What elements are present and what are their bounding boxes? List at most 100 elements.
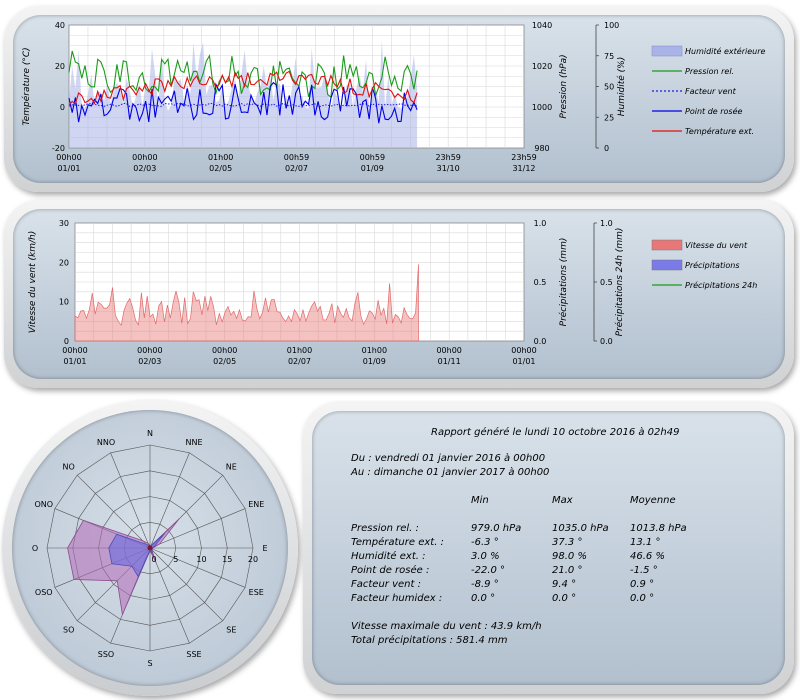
- y-left-tick-label: 0: [64, 337, 69, 346]
- legend-label: Précipitations: [685, 260, 740, 270]
- x-tick-date-label: 31/12: [512, 164, 535, 173]
- rose-spoke: [149, 508, 246, 549]
- rose-direction-label: S: [147, 659, 152, 668]
- rose-direction-label: NNO: [97, 438, 115, 447]
- rose-direction-label: SSO: [98, 650, 114, 659]
- x-tick-date-label: 31/10: [437, 164, 460, 173]
- x-tick-date-label: 01/01: [63, 357, 86, 366]
- report-row-min: 979.0 hPa: [471, 523, 522, 534]
- report-row-min: 3.0 %: [471, 551, 500, 562]
- legend-label: Humidité extérieure: [685, 46, 766, 56]
- y-left-tick-label: 30: [59, 219, 69, 228]
- y-right1-tick-label: 1040: [532, 21, 552, 30]
- report-row-min: -22.0 °: [471, 565, 506, 576]
- report-title: Rapport généré le lundi 10 octobre 2016 …: [431, 427, 680, 438]
- report-row-label: Pression rel. :: [351, 523, 419, 534]
- legend-label: Facteur vent: [685, 87, 737, 96]
- report-from: Du : vendredi 01 janvier 2016 à 00h00: [351, 453, 546, 464]
- rose-direction-label: NE: [226, 463, 237, 472]
- y-right2-tick-label: 50: [604, 83, 614, 92]
- x-tick-time-label: 00h00: [137, 346, 162, 355]
- report-row-max: 1035.0 hPa: [552, 523, 609, 534]
- y-left-tick-label: 0: [60, 103, 65, 112]
- x-tick-date-label: 01/01: [57, 164, 80, 173]
- wind-rose-inner: N NNE NE ENE E ESE SE SSE S SSO SO OSO O ONO NO NNO 0 5 10…: [12, 410, 288, 686]
- x-tick-time-label: 00h00: [62, 346, 87, 355]
- x-tick-date-label: 01/11: [438, 357, 461, 366]
- y-right2-tick-label: 0.5: [600, 278, 613, 287]
- x-tick-time-label: 00h59: [284, 153, 309, 162]
- x-tick-date-label: 02/05: [209, 164, 232, 173]
- report-total-rain: Total précipitations : 581.4 mm: [351, 635, 508, 646]
- rose-radial-tick-label: 15: [222, 555, 232, 564]
- report-max-wind: Vitesse maximale du vent : 43.9 km/h: [351, 621, 542, 632]
- report-row-max: 37.3 °: [552, 537, 583, 548]
- rose-direction-label: ENE: [248, 500, 264, 509]
- wind-rose-chart: N NNE NE ENE E ESE SE SSE S SSO SO OSO O ONO NO NNO 0 5 10…: [32, 429, 268, 668]
- rose-radial-tick-label: 20: [248, 555, 258, 564]
- report-row-avg: 13.1 °: [630, 537, 661, 548]
- rose-radial-tick-label: 5: [173, 555, 178, 564]
- y-right2-tick-label: 1.0: [600, 219, 613, 228]
- y-left-tick-label: 20: [59, 258, 69, 267]
- y-right1-axis-label: Pression (hPa): [559, 54, 569, 118]
- column-avg-header: Moyenne: [630, 495, 676, 506]
- report-row-label: Point de rosée :: [351, 565, 430, 576]
- x-tick-date-label: 01/09: [361, 164, 384, 173]
- report-row-label: Facteur humidex :: [351, 593, 443, 604]
- y-left-tick-label: 20: [55, 62, 65, 71]
- y-left-tick-label: -20: [52, 144, 65, 153]
- x-tick-date-label: 02/07: [288, 357, 311, 366]
- chart-panel-temperature-inner: 40 20 0 -20 Température (°C) 1040 1020 1000 980 P…: [13, 15, 785, 183]
- rose-direction-label: OSO: [35, 588, 53, 597]
- x-tick-time-label: 23h59: [435, 153, 460, 162]
- y-right2-tick-label: 0: [604, 144, 609, 153]
- legend-swatch: [651, 45, 683, 57]
- column-max-header: Max: [552, 495, 573, 506]
- legend-label: Précipitations 24h: [685, 280, 757, 290]
- x-tick-date-label: 02/03: [138, 357, 161, 366]
- x-tick-date-label: 01/09: [363, 357, 386, 366]
- y-left-axis-label: Vitesse du vent (km/h): [28, 231, 38, 333]
- report-row-max: 98.0 %: [552, 551, 587, 562]
- y-right1-tick-label: 1.0: [534, 219, 547, 228]
- rose-direction-label: O: [32, 544, 38, 553]
- y-right2-axis-label: Précipitations 24h (mm): [614, 228, 625, 337]
- rose-radial-tick-label: 0: [151, 555, 156, 564]
- y-right1-tick-label: 1000: [532, 103, 552, 112]
- report-row-avg: 1013.8 hPa: [630, 523, 687, 534]
- legend-swatch: [651, 259, 683, 271]
- series-wind-speed-area: [74, 264, 419, 342]
- x-tick-time-label: 01h00: [287, 346, 312, 355]
- chart-panel-temperature: 40 20 0 -20 Température (°C) 1040 1020 1000 980 P…: [4, 6, 794, 192]
- y-left-tick-label: 40: [55, 21, 65, 30]
- chart-panel-wind-inner: 30 20 10 0 Vitesse du vent (km/h) 1.0 0.5 0.0 Pr…: [13, 209, 785, 379]
- series-wind-factor-line: [68, 102, 418, 108]
- report-row-max: 0.0 °: [552, 593, 577, 604]
- rose-direction-label: SE: [226, 625, 236, 634]
- x-tick-time-label: 00h00: [56, 153, 81, 162]
- report-to: Au : dimanche 01 janvier 2017 à 00h00: [351, 467, 550, 478]
- x-tick-date-label: 02/05: [213, 357, 236, 366]
- x-tick-time-label: 23h59: [511, 153, 536, 162]
- report-row-avg: 0.0 °: [630, 593, 655, 604]
- report-row-min: -8.9 °: [471, 579, 499, 590]
- y-right1-tick-label: 1020: [532, 62, 552, 71]
- x-tick-time-label: 00h00: [436, 346, 461, 355]
- y-right1-tick-label: 0.5: [534, 278, 547, 287]
- y-right2-tick-label: 25: [604, 113, 614, 122]
- rose-center-point: [147, 545, 153, 551]
- chart-panel-wind: 30 20 10 0 Vitesse du vent (km/h) 1.0 0.5 0.0 Pr…: [4, 200, 794, 388]
- wind-rose-panel: N NNE NE ENE E ESE SE SSE S SSO SO OSO O ONO NO NNO 0 5 10…: [2, 400, 298, 696]
- rose-radial-tick-label: 10: [196, 555, 206, 564]
- report-row-avg: 46.6 %: [630, 551, 665, 562]
- column-min-header: Min: [471, 495, 489, 506]
- series-dew-point-line: [68, 81, 418, 124]
- x-tick-time-label: 00h00: [132, 153, 157, 162]
- x-tick-time-label: 00h00: [212, 346, 237, 355]
- report-row-max: 9.4 °: [552, 579, 577, 590]
- rose-spoke: [149, 452, 190, 549]
- report-inner: Rapport généré le lundi 10 octobre 2016 …: [312, 411, 785, 685]
- report-panel: Rapport généré le lundi 10 octobre 2016 …: [303, 402, 794, 694]
